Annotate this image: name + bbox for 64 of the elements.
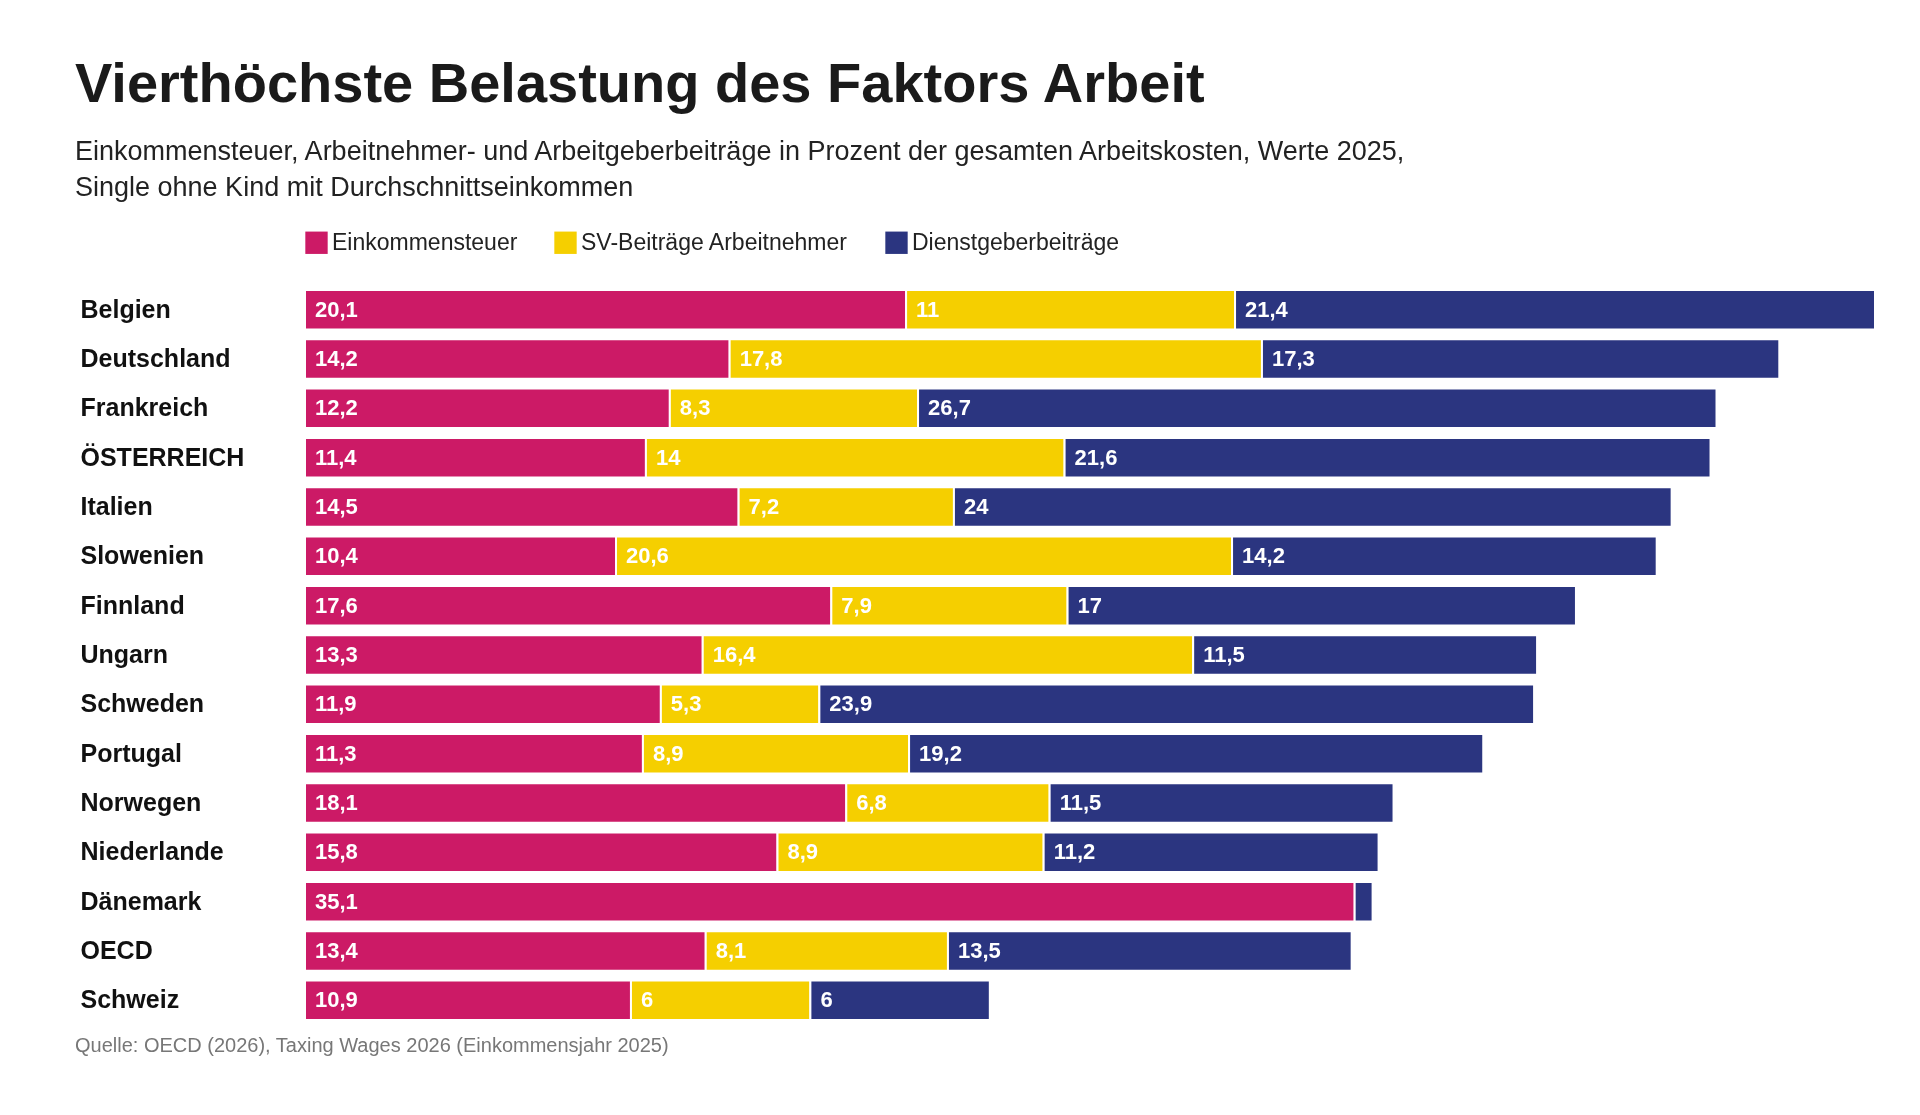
- data-label: 6,8: [856, 789, 887, 815]
- y-tick-label: Frankreich: [80, 393, 209, 422]
- y-tick-label: Schweden: [80, 689, 205, 718]
- data-label: 15,8: [315, 839, 358, 865]
- data-label: 18,1: [315, 789, 358, 815]
- data-label: 19,2: [919, 740, 962, 766]
- data-label: 17: [1077, 592, 1103, 618]
- data-label: 8,9: [652, 740, 684, 766]
- data-label: 5,3: [670, 691, 702, 717]
- data-label: 11,2: [1053, 839, 1096, 865]
- data-label: 11,3: [315, 740, 357, 766]
- data-label: 35,1: [315, 888, 358, 914]
- data-label: 13,3: [315, 641, 358, 667]
- data-label: 10,9: [315, 987, 358, 1013]
- data-label: 14: [655, 444, 682, 470]
- data-label: 17,6: [315, 592, 358, 618]
- data-label: 20,1: [315, 296, 358, 322]
- data-label: 6: [820, 987, 833, 1013]
- data-label: 6: [640, 987, 654, 1013]
- source-note: Quelle: OECD (2026), Taxing Wages 2026 (Einkommensjahr 2025): [75, 1033, 670, 1057]
- data-label: 11,5: [1059, 789, 1102, 815]
- y-tick-label: Dänemark: [80, 886, 202, 915]
- y-tick-label: Slowenien: [80, 541, 205, 570]
- y-tick-label: Deutschland: [80, 343, 231, 372]
- data-label: 8,1: [715, 937, 747, 963]
- data-label: 17,3: [1271, 345, 1315, 371]
- legend-label: Dienstgeberbeiträge: [912, 228, 1120, 255]
- y-tick-label: Schweiz: [80, 985, 180, 1014]
- legend-label: Einkommensteuer: [332, 228, 518, 255]
- data-label: 13,5: [957, 937, 1001, 963]
- data-label: 14,2: [1242, 543, 1285, 569]
- y-tick-label: Portugal: [80, 738, 182, 767]
- data-label: 11,5: [1203, 641, 1245, 667]
- y-tick-label: Finnland: [80, 590, 185, 619]
- data-label: 10,4: [315, 543, 359, 569]
- y-tick-label: Ungarn: [80, 639, 168, 668]
- data-label: 11,9: [315, 691, 357, 717]
- data-label: 8,9: [787, 839, 819, 865]
- y-tick-label: ÖSTERREICH: [80, 442, 245, 471]
- data-label: 11: [916, 296, 940, 322]
- y-tick-label: Niederlande: [80, 837, 224, 866]
- legend-label: SV-Beiträge Arbeitnehmer: [581, 228, 848, 255]
- y-tick-label: Norwegen: [80, 787, 202, 816]
- data-label: 21,4: [1245, 296, 1289, 322]
- data-label: 20,6: [626, 543, 669, 569]
- data-label: 24: [963, 493, 990, 519]
- y-tick-label: Belgien: [80, 294, 171, 323]
- data-label: 14,5: [315, 493, 358, 519]
- data-label: 17,8: [739, 345, 783, 371]
- data-label: 7,9: [841, 592, 872, 618]
- chart-title: Vierthöchste Belastung des Faktors Arbeit: [75, 50, 1206, 115]
- data-label: 11,4: [315, 444, 358, 470]
- data-label: 23,9: [829, 691, 873, 717]
- y-tick-label: OECD: [80, 935, 153, 964]
- data-label: 26,7: [928, 395, 971, 421]
- data-label: 21,6: [1074, 444, 1118, 470]
- data-label: 16,4: [712, 641, 757, 667]
- data-label: 13,4: [315, 937, 359, 963]
- chart-subtitle: Einkommensteuer, Arbeitnehmer- und Arbeitgeberbeiträge in Prozent der gesamten Arbeitskosten, Werte 2025, Single ohne Kind mit Durchschnittseinkommen: [75, 135, 1406, 205]
- data-label: 7,2: [748, 493, 780, 519]
- y-tick-label: Italien: [80, 491, 153, 520]
- data-label: 12,2: [315, 395, 358, 421]
- data-label: 8,3: [679, 395, 711, 421]
- data-label: 14,2: [315, 345, 358, 371]
